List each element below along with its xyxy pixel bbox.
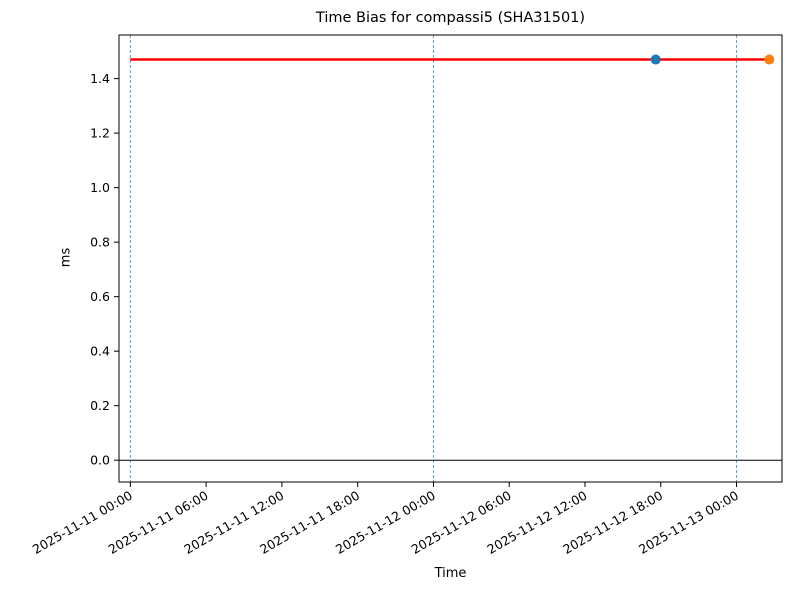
y-tick-label: 0.0 — [90, 452, 110, 467]
y-axis-label: ms — [58, 247, 74, 268]
x-axis-label: Time — [434, 566, 467, 581]
y-tick-label: 1.0 — [90, 180, 110, 195]
latest-measurement-point — [764, 54, 775, 65]
y-tick-label: 0.6 — [90, 289, 110, 304]
y-tick-label: 1.4 — [90, 71, 110, 86]
chart-title: Time Bias for compassi5 (SHA31501) — [315, 10, 586, 26]
measurement-point — [650, 54, 661, 65]
y-tick-label: 1.2 — [90, 125, 110, 140]
y-tick-label: 0.8 — [90, 234, 110, 249]
y-tick-label: 0.2 — [90, 398, 110, 413]
y-tick-label: 0.4 — [90, 343, 110, 358]
axes-spines — [118, 34, 783, 483]
